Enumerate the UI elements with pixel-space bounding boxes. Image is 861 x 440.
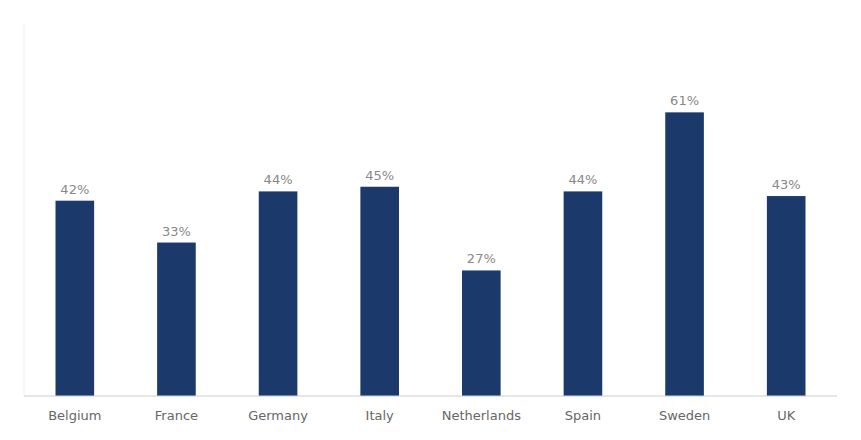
x-tick-label: Belgium <box>48 408 101 423</box>
data-label: 44% <box>264 172 293 187</box>
plot-area: 42% 33% 44% 45% 27% 44% 61% 43% Belgium France Ger… <box>24 24 837 423</box>
data-label: 42% <box>60 182 89 197</box>
y-axis-line <box>24 24 25 396</box>
data-label: 45% <box>365 168 394 183</box>
background <box>0 0 861 440</box>
bar <box>767 196 806 396</box>
bar <box>462 270 501 396</box>
data-labels: 42% 33% 44% 45% 27% 44% 61% 43% <box>60 93 800 266</box>
x-tick-label: Netherlands <box>442 408 521 423</box>
bar <box>564 191 603 396</box>
chart-container: 42% 33% 44% 45% 27% 44% 61% 43% Belgium France Ger… <box>0 0 861 440</box>
data-label: 27% <box>467 251 496 266</box>
x-tick-label: France <box>155 408 198 423</box>
data-label: 33% <box>162 224 191 239</box>
x-tick-label: Spain <box>565 408 601 423</box>
data-label: 43% <box>772 177 801 192</box>
bar <box>360 187 399 396</box>
chart-svg: 42% 33% 44% 45% 27% 44% 61% 43% Belgium France Ger… <box>0 0 861 440</box>
data-label: 44% <box>568 172 597 187</box>
page: {"chart_data": {"type": "bar", "categori… <box>0 0 861 440</box>
x-tick-labels: Belgium France Germany Italy Netherlands Spai… <box>48 408 796 423</box>
x-tick-label: UK <box>777 408 796 423</box>
bar <box>56 201 95 396</box>
bar <box>665 112 704 396</box>
data-label: 61% <box>670 93 699 108</box>
x-tick-label: Sweden <box>659 408 710 423</box>
bars <box>56 112 806 396</box>
bar <box>259 191 298 396</box>
bar <box>157 243 196 396</box>
x-axis-line <box>24 396 837 397</box>
x-tick-label: Germany <box>248 408 308 423</box>
x-tick-label: Italy <box>366 408 395 423</box>
